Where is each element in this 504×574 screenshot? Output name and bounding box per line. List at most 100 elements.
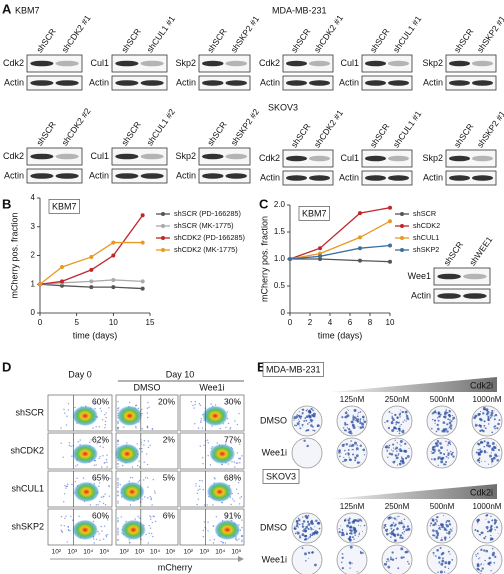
event bbox=[108, 407, 110, 409]
event bbox=[104, 493, 106, 495]
colony bbox=[447, 428, 449, 430]
event bbox=[238, 402, 240, 405]
colony bbox=[432, 551, 435, 554]
x-tick-label: 2 bbox=[308, 318, 313, 327]
colony bbox=[395, 446, 399, 450]
colony bbox=[297, 517, 300, 520]
colony bbox=[438, 415, 441, 418]
colony bbox=[353, 441, 357, 445]
colony bbox=[399, 409, 401, 411]
colony bbox=[312, 413, 314, 415]
colony bbox=[315, 519, 318, 522]
colony bbox=[312, 419, 314, 422]
cell-line-title: KBM7 bbox=[15, 5, 40, 15]
event bbox=[60, 427, 62, 429]
colony bbox=[433, 458, 437, 461]
event bbox=[214, 404, 217, 406]
colony bbox=[493, 561, 496, 564]
event bbox=[226, 515, 228, 517]
colony bbox=[390, 452, 394, 456]
colony bbox=[310, 407, 313, 410]
event bbox=[60, 515, 63, 518]
point bbox=[140, 213, 145, 218]
colony bbox=[384, 446, 387, 449]
event bbox=[200, 420, 202, 422]
point bbox=[358, 235, 362, 240]
lane-label: shSCR bbox=[452, 122, 476, 150]
dose-ramp bbox=[330, 484, 497, 499]
lane-label: shCUL1 #1 bbox=[144, 14, 177, 55]
colony bbox=[447, 444, 449, 446]
colony bbox=[295, 520, 299, 523]
dose-label: 500nM bbox=[430, 502, 455, 511]
event bbox=[219, 428, 221, 430]
colony bbox=[342, 460, 344, 463]
colony bbox=[352, 536, 354, 539]
x-axis-label: time (days) bbox=[73, 330, 118, 340]
event bbox=[235, 488, 238, 490]
colony bbox=[313, 531, 316, 535]
colony bbox=[448, 523, 452, 526]
plate bbox=[291, 437, 323, 469]
y-tick-label: 0 bbox=[31, 308, 36, 317]
colony bbox=[435, 524, 437, 526]
legend-marker bbox=[161, 224, 165, 228]
event bbox=[63, 493, 66, 495]
colony bbox=[477, 523, 479, 525]
colony bbox=[479, 442, 482, 444]
colony bbox=[358, 518, 362, 522]
event bbox=[98, 441, 101, 444]
colony bbox=[493, 410, 495, 412]
event bbox=[193, 407, 195, 409]
event bbox=[146, 463, 149, 466]
lane-label: shCUL1 #2 bbox=[144, 107, 177, 148]
x-tick-label: 5 bbox=[74, 318, 79, 327]
colony bbox=[433, 452, 435, 454]
colony bbox=[480, 460, 482, 462]
lane-label: shSCR bbox=[205, 27, 229, 55]
event bbox=[117, 500, 119, 502]
colony bbox=[451, 559, 454, 561]
colony bbox=[349, 443, 351, 445]
colony bbox=[312, 429, 314, 432]
colony bbox=[344, 449, 346, 452]
point bbox=[111, 285, 116, 290]
event bbox=[229, 427, 232, 429]
blot-frame bbox=[198, 147, 251, 166]
band bbox=[449, 175, 470, 181]
event bbox=[64, 485, 66, 487]
colony bbox=[397, 567, 400, 570]
blot-frame bbox=[111, 147, 168, 166]
colony bbox=[407, 527, 411, 531]
colony bbox=[398, 432, 401, 435]
event bbox=[220, 540, 222, 543]
event bbox=[211, 425, 213, 427]
dose-ramp bbox=[330, 377, 497, 392]
event bbox=[78, 515, 80, 518]
colony bbox=[398, 521, 401, 525]
event bbox=[128, 539, 130, 541]
colony bbox=[307, 537, 310, 539]
annotation: KBM7 bbox=[302, 208, 327, 218]
band bbox=[225, 173, 247, 179]
y-tick-label: 0 bbox=[281, 308, 286, 317]
event bbox=[210, 403, 212, 405]
point bbox=[111, 253, 116, 258]
event bbox=[195, 485, 197, 487]
row-label: Skp2 bbox=[422, 153, 443, 163]
event bbox=[95, 464, 97, 466]
colony bbox=[298, 425, 300, 427]
colony bbox=[347, 519, 350, 522]
colony bbox=[439, 523, 443, 527]
colony bbox=[295, 424, 298, 427]
colony bbox=[399, 444, 401, 446]
colony bbox=[302, 408, 305, 411]
band bbox=[437, 293, 461, 299]
y-tick-label: 4 bbox=[31, 193, 36, 202]
colony bbox=[346, 427, 348, 429]
colony bbox=[476, 530, 479, 533]
row-label: Actin bbox=[89, 170, 109, 180]
band bbox=[202, 60, 224, 67]
event bbox=[192, 404, 194, 407]
event bbox=[144, 477, 147, 479]
